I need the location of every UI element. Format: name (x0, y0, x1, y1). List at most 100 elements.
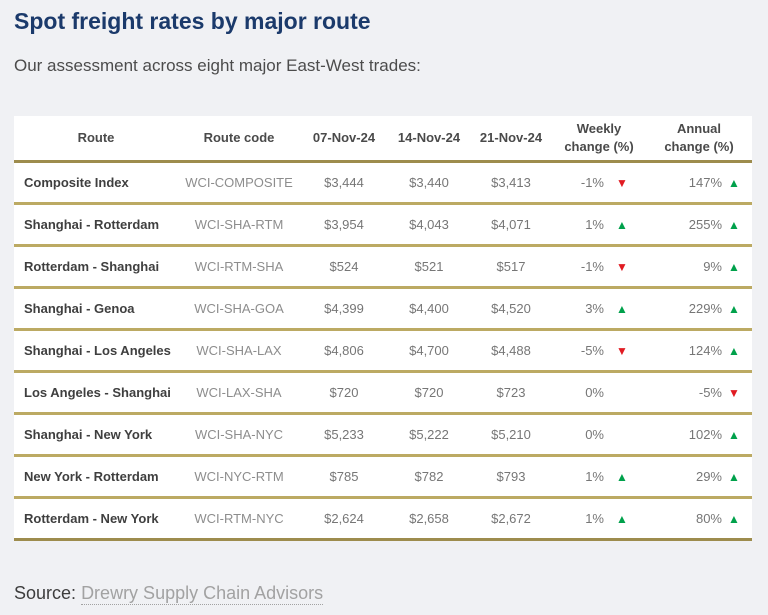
down-arrow-icon: ▼ (616, 259, 628, 274)
route-code: WCI-RTM-NYC (194, 511, 284, 526)
route-name: New York - Rotterdam (24, 469, 159, 484)
annual-change-cell: 255% ▲ (646, 217, 752, 232)
annual-change-value: 80% (695, 511, 722, 526)
annual-change-value: 147% (688, 175, 722, 190)
route-code: WCI-LAX-SHA (196, 385, 282, 400)
weekly-change-cell: 3% ▲ (552, 301, 646, 316)
annual-change-value: 102% (688, 427, 722, 442)
column-header-6: Annual change (%) (664, 120, 734, 154)
up-arrow-icon: ▲ (728, 511, 740, 526)
rate-value-col-1: $2,624 (324, 511, 364, 526)
down-arrow-icon: ▼ (616, 175, 628, 190)
source-line: Source: Drewry Supply Chain Advisors (14, 583, 752, 605)
weekly-change-value: -1% (580, 259, 604, 274)
annual-change-value: 29% (695, 469, 722, 484)
weekly-change-cell: 0% (552, 385, 646, 400)
route-code: WCI-SHA-NYC (194, 427, 284, 442)
up-arrow-icon: ▲ (728, 217, 740, 232)
rate-value-col-1: $5,233 (324, 427, 364, 442)
annual-change-value: -5% (698, 385, 722, 400)
up-arrow-icon: ▲ (728, 343, 740, 358)
table-row: Composite Index WCI-COMPOSITE $3,444 $3,440… (14, 163, 752, 202)
table-row: Los Angeles - Shanghai WCI-LAX-SHA $720 $72… (14, 370, 752, 412)
column-header-2: 07-Nov-24 (312, 129, 376, 145)
annual-change-value: 9% (703, 259, 722, 274)
table-row: Rotterdam - Shanghai WCI-RTM-SHA $524 $521 $… (14, 244, 752, 286)
route-code: WCI-SHA-GOA (194, 301, 284, 316)
rate-value-col-2: $782 (414, 469, 444, 484)
rate-value-col-2: $720 (414, 385, 444, 400)
weekly-change-cell: 1% ▲ (552, 511, 646, 526)
column-header-0: Route (77, 129, 115, 145)
route-name: Shanghai - Rotterdam (24, 217, 160, 232)
table-body: Composite Index WCI-COMPOSITE $3,444 $3,440… (14, 163, 752, 538)
annual-change-value: 124% (688, 343, 722, 358)
rate-value-col-3: $4,071 (491, 217, 531, 232)
rate-value-col-3: $4,520 (491, 301, 531, 316)
rate-value-col-2: $4,043 (409, 217, 449, 232)
table-row: Shanghai - New York WCI-SHA-NYC $5,233 $5,2… (14, 412, 752, 454)
annual-change-cell: 124% ▲ (646, 343, 752, 358)
weekly-change-value: 3% (585, 301, 604, 316)
rate-value-col-2: $521 (414, 259, 444, 274)
route-code: WCI-RTM-SHA (194, 259, 284, 274)
route-code: WCI-SHA-RTM (194, 217, 284, 232)
annual-change-cell: 29% ▲ (646, 469, 752, 484)
rate-value-col-1: $524 (329, 259, 359, 274)
annual-change-cell: -5% ▼ (646, 385, 752, 400)
rate-value-col-2: $2,658 (409, 511, 449, 526)
weekly-change-cell: 0% (552, 427, 646, 442)
annual-change-cell: 102% ▲ (646, 427, 752, 442)
freight-rates-table: Route Route code 07-Nov-24 14-Nov-24 21-Nov-… (14, 116, 752, 541)
table-row: Shanghai - Rotterdam WCI-SHA-RTM $3,954 $4,… (14, 202, 752, 244)
weekly-change-value: 0% (585, 427, 604, 442)
route-code: WCI-NYC-RTM (194, 469, 284, 484)
annual-change-cell: 80% ▲ (646, 511, 752, 526)
up-arrow-icon: ▲ (728, 301, 740, 316)
route-name: Los Angeles - Shanghai (24, 385, 171, 400)
column-header-4: 21-Nov-24 (479, 129, 543, 145)
route-code: WCI-COMPOSITE (185, 175, 293, 190)
table-header-row: Route Route code 07-Nov-24 14-Nov-24 21-Nov-… (14, 116, 752, 163)
annual-change-cell: 229% ▲ (646, 301, 752, 316)
rate-value-col-1: $720 (329, 385, 359, 400)
annual-change-value: 255% (688, 217, 722, 232)
up-arrow-icon: ▲ (616, 301, 628, 316)
rate-value-col-3: $5,210 (491, 427, 531, 442)
weekly-change-cell: -1% ▼ (552, 175, 646, 190)
route-name: Shanghai - Los Angeles (24, 343, 171, 358)
column-header-1: Route code (203, 129, 275, 145)
rate-value-col-2: $3,440 (409, 175, 449, 190)
page-title: Spot freight rates by major route (14, 8, 371, 34)
rate-value-col-3: $793 (496, 469, 526, 484)
down-arrow-icon: ▼ (728, 385, 740, 400)
rate-value-col-1: $3,954 (324, 217, 364, 232)
weekly-change-cell: 1% ▲ (552, 469, 646, 484)
annual-change-cell: 147% ▲ (646, 175, 752, 190)
weekly-change-value: 1% (585, 511, 604, 526)
route-name: Rotterdam - Shanghai (24, 259, 160, 274)
column-header-3: 14-Nov-24 (397, 129, 461, 145)
weekly-change-cell: -5% ▼ (552, 343, 646, 358)
rate-value-col-3: $2,672 (491, 511, 531, 526)
rate-value-col-2: $4,700 (409, 343, 449, 358)
route-name: Composite Index (24, 175, 129, 190)
rate-value-col-3: $3,413 (491, 175, 531, 190)
weekly-change-cell: -1% ▼ (552, 259, 646, 274)
up-arrow-icon: ▲ (728, 259, 740, 274)
weekly-change-value: 1% (585, 469, 604, 484)
table-row: Rotterdam - New York WCI-RTM-NYC $2,624 $2,… (14, 496, 752, 538)
annual-change-cell: 9% ▲ (646, 259, 752, 274)
table-row: New York - Rotterdam WCI-NYC-RTM $785 $782 $… (14, 454, 752, 496)
weekly-change-value: 1% (585, 217, 604, 232)
table-row: Shanghai - Los Angeles WCI-SHA-LAX $4,806 $… (14, 328, 752, 370)
rate-value-col-3: $517 (496, 259, 526, 274)
source-link[interactable]: Drewry Supply Chain Advisors (81, 583, 324, 605)
up-arrow-icon: ▲ (728, 427, 740, 442)
up-arrow-icon: ▲ (728, 469, 740, 484)
rate-value-col-2: $4,400 (409, 301, 449, 316)
column-header-5: Weekly change (%) (564, 120, 634, 154)
rate-value-col-1: $4,806 (324, 343, 364, 358)
page-subtitle: Our assessment across eight major East-W… (14, 56, 421, 75)
